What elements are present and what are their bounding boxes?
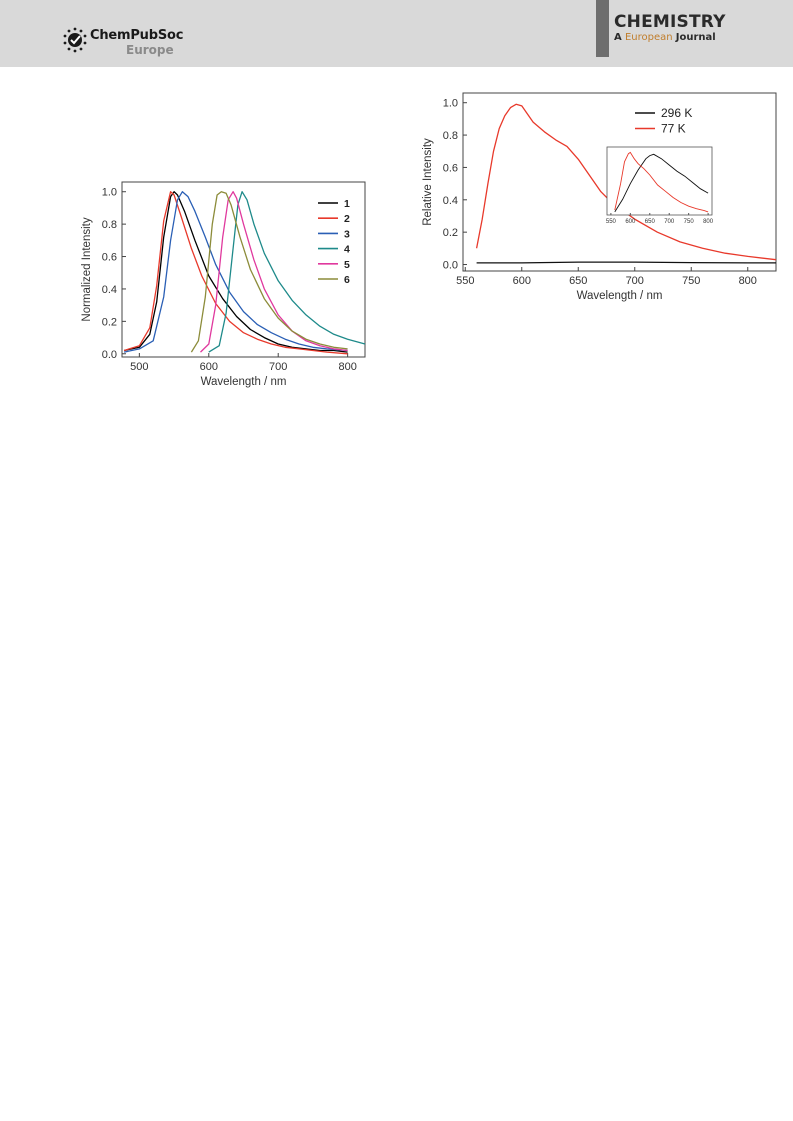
y-axis-label: Normalized Intensity bbox=[81, 217, 93, 321]
journal-accent-bar bbox=[596, 0, 609, 57]
journal-sub-journal: Journal bbox=[675, 32, 716, 43]
y-tick-label: 1.0 bbox=[443, 98, 458, 110]
y-tick-label: 0.6 bbox=[102, 252, 117, 264]
plot-frame bbox=[121, 181, 366, 358]
x-tick-label: 650 bbox=[569, 275, 587, 287]
inset-x-tick-label: 550 bbox=[606, 219, 617, 225]
y-tick-label: 0.2 bbox=[102, 316, 117, 328]
legend-label: 6 bbox=[344, 274, 350, 286]
series-line-4 bbox=[208, 191, 366, 353]
y-tick-label: 1.0 bbox=[102, 187, 117, 199]
publisher-sub: Europe bbox=[126, 43, 174, 57]
y-tick-label: 0.4 bbox=[443, 195, 458, 207]
inset-series-77-K bbox=[614, 151, 709, 213]
inset-x-tick-label: 800 bbox=[703, 219, 714, 225]
legend-label: 2 bbox=[344, 213, 350, 225]
x-tick-label: 700 bbox=[626, 275, 644, 287]
x-tick-label: 500 bbox=[130, 361, 148, 373]
journal-sub-a: A bbox=[614, 32, 622, 43]
x-tick-label: 800 bbox=[338, 361, 356, 373]
series-line-77-K bbox=[475, 103, 777, 261]
series-line-5 bbox=[200, 191, 348, 353]
x-tick-label: 700 bbox=[269, 361, 287, 373]
x-tick-label: 550 bbox=[456, 275, 474, 287]
plot-frame bbox=[462, 92, 777, 272]
y-tick-label: 0.4 bbox=[102, 284, 117, 296]
series-line-296-K bbox=[476, 261, 776, 264]
normalized-emission-chart: 500 600 700 800 0.0 0.2 0.4 0.6 0.8 1.0 Wavelength… bbox=[81, 181, 366, 388]
y-tick-label: 0.8 bbox=[102, 219, 117, 231]
legend-label: 296 K bbox=[661, 106, 692, 120]
x-tick-label: 800 bbox=[739, 275, 757, 287]
x-axis-label: Wavelength / nm bbox=[577, 290, 663, 302]
legend-label: 5 bbox=[344, 259, 350, 271]
series-line-2 bbox=[123, 191, 348, 355]
x-tick-label: 750 bbox=[682, 275, 700, 287]
journal-subtitle: A European Journal bbox=[614, 32, 716, 43]
inset-frame bbox=[606, 146, 713, 216]
page-header: ChemPubSoc Europe CHEMISTRY A European J… bbox=[0, 0, 793, 67]
x-tick-label: 600 bbox=[200, 361, 218, 373]
x-axis-label: Wavelength / nm bbox=[201, 376, 287, 388]
inset-series-296-K bbox=[614, 153, 709, 213]
relative-intensity-chart: 550 600 650 700 750 800 0.0 0.2 0.4 0.6 0.8 1.0 Wave… bbox=[422, 92, 777, 302]
series-line-1 bbox=[123, 191, 348, 353]
legend-label: 77 K bbox=[661, 122, 686, 136]
inset-x-tick-label: 650 bbox=[645, 219, 656, 225]
journal-title: CHEMISTRY bbox=[614, 12, 726, 32]
y-tick-label: 0.6 bbox=[443, 162, 458, 174]
legend-label: 4 bbox=[344, 244, 350, 256]
chempubsoc-star-icon bbox=[63, 27, 87, 53]
inset-x-tick-label: 700 bbox=[664, 219, 675, 225]
y-axis-label: Relative Intensity bbox=[422, 138, 434, 226]
publisher-name: ChemPubSoc bbox=[90, 28, 184, 43]
journal-sub-european: European bbox=[624, 32, 673, 43]
legend-label: 3 bbox=[344, 228, 350, 240]
legend-label: 1 bbox=[344, 198, 350, 210]
y-tick-label: 0.0 bbox=[443, 260, 458, 272]
inset-x-tick-label: 750 bbox=[684, 219, 695, 225]
series-line-6 bbox=[190, 191, 348, 353]
y-tick-label: 0.0 bbox=[102, 349, 117, 361]
y-tick-label: 0.2 bbox=[443, 227, 458, 239]
inset-x-tick-label: 600 bbox=[625, 219, 636, 225]
series-line-3 bbox=[123, 191, 348, 353]
x-tick-label: 600 bbox=[513, 275, 531, 287]
y-tick-label: 0.8 bbox=[443, 130, 458, 142]
